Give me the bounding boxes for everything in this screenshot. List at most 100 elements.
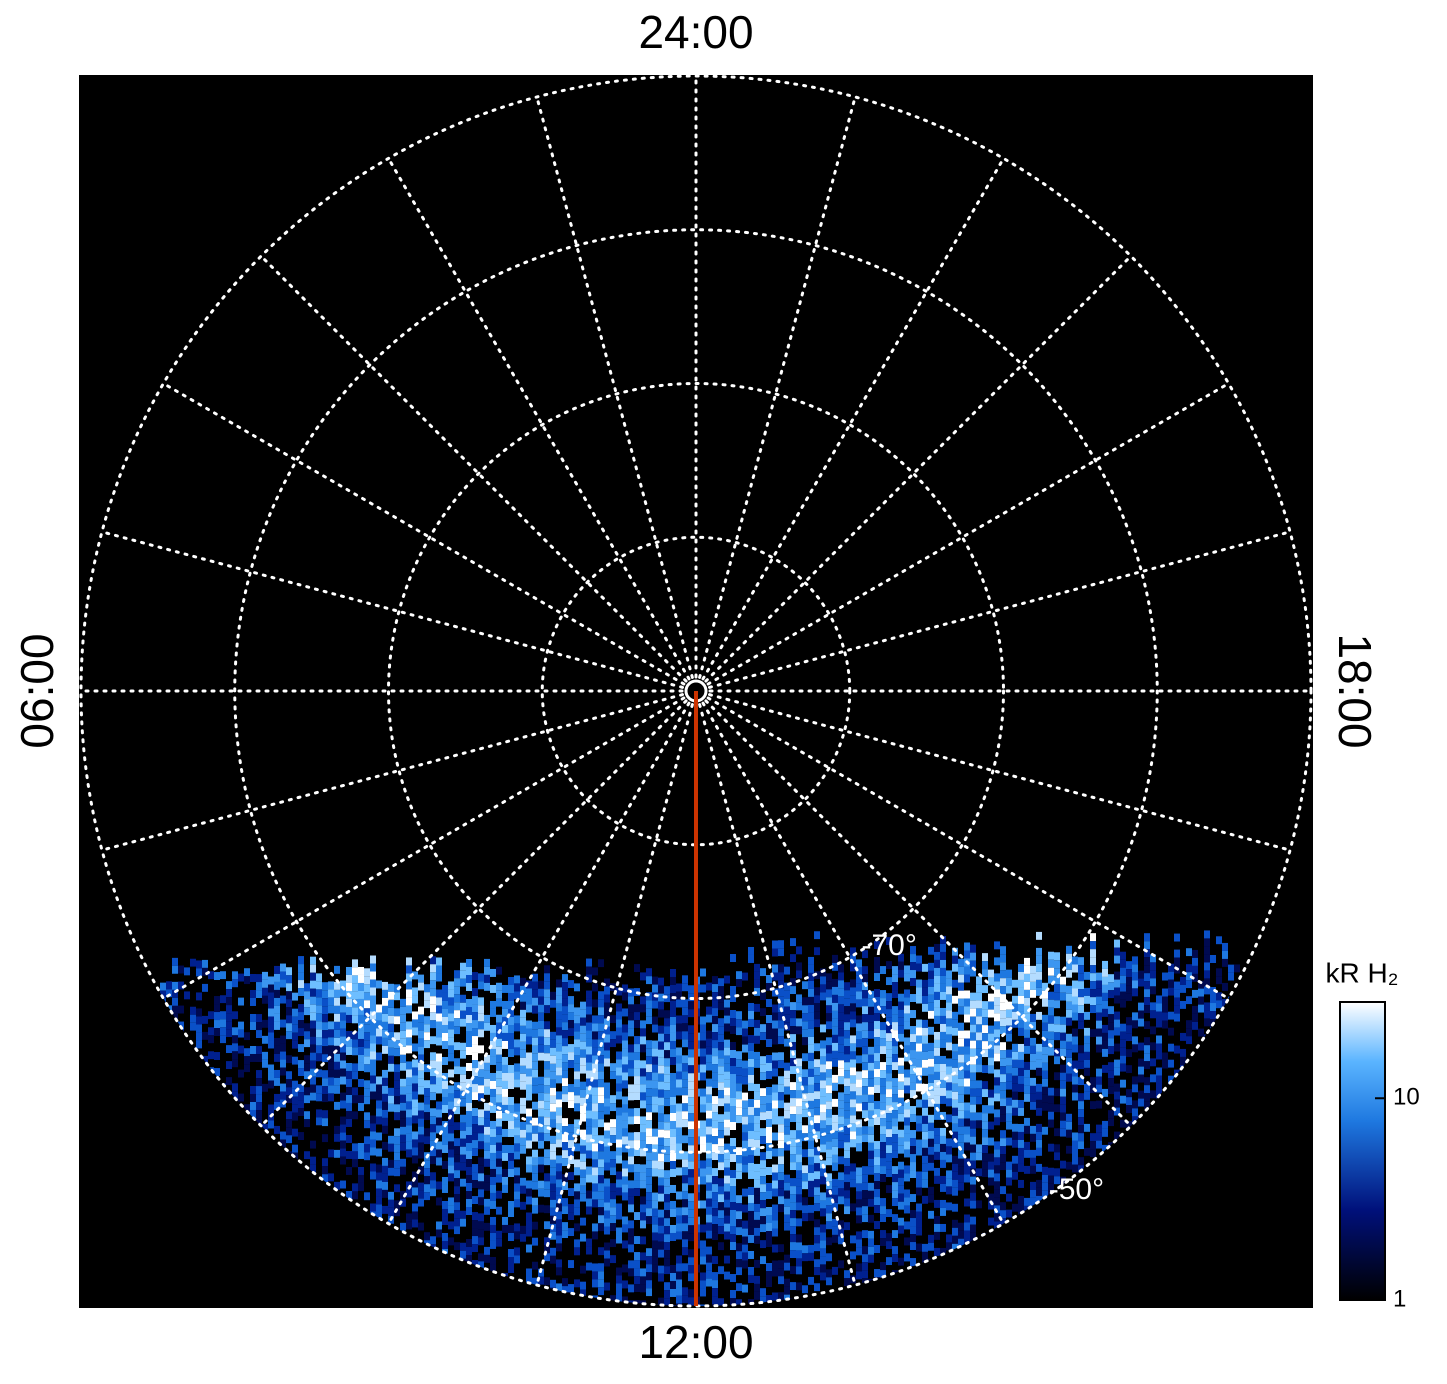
- emission-cell: [370, 1003, 376, 1012]
- emission-cell: [562, 1246, 568, 1255]
- emission-cell: [412, 1075, 418, 1084]
- emission-cell: [388, 1095, 394, 1104]
- emission-cell: [784, 1214, 790, 1223]
- emission-cell: [796, 1202, 802, 1211]
- emission-cell: [562, 1254, 568, 1263]
- emission-cell: [400, 990, 406, 999]
- emission-cell: [760, 1000, 766, 1009]
- emission-cell: [724, 1199, 730, 1208]
- emission-cell: [670, 1136, 676, 1145]
- emission-cell: [832, 1034, 838, 1043]
- emission-cell: [244, 1104, 250, 1113]
- emission-cell: [316, 1165, 322, 1174]
- emission-cell: [820, 1176, 826, 1185]
- emission-cell: [340, 1140, 346, 1149]
- emission-cell: [514, 1095, 520, 1104]
- emission-cell: [634, 1284, 640, 1293]
- emission-cell: [628, 1308, 634, 1316]
- emission-cell: [832, 1114, 838, 1123]
- emission-cell: [280, 1075, 286, 1084]
- emission-cell: [652, 1224, 658, 1233]
- emission-cell: [754, 995, 760, 1004]
- emission-cell: [346, 1046, 352, 1055]
- emission-cell: [598, 959, 604, 968]
- emission-cell: [622, 1208, 628, 1217]
- emission-cell: [232, 1019, 238, 1028]
- emission-cell: [430, 1212, 436, 1221]
- emission-cell: [370, 1195, 376, 1204]
- emission-cell: [796, 1274, 802, 1283]
- emission-cell: [406, 1093, 412, 1102]
- emission-cell: [790, 1202, 796, 1211]
- emission-cell: [352, 1127, 358, 1136]
- emission-cell: [826, 1269, 832, 1278]
- emission-cell: [430, 980, 436, 989]
- emission-cell: [580, 1001, 586, 1010]
- emission-cell: [748, 1218, 754, 1227]
- emission-cell: [718, 1258, 724, 1267]
- emission-cell: [466, 1103, 472, 1112]
- emission-cell: [328, 1093, 334, 1102]
- emission-cell: [688, 1113, 694, 1122]
- emission-cell: [496, 1190, 502, 1199]
- emission-cell: [742, 1284, 748, 1293]
- emission-cell: [592, 1111, 598, 1120]
- emission-cell: [562, 1262, 568, 1271]
- emission-cell: [796, 1130, 802, 1139]
- emission-cell: [310, 1004, 316, 1013]
- emission-cell: [682, 1247, 688, 1256]
- emission-cell: [640, 1028, 646, 1037]
- emission-cell: [484, 1070, 490, 1079]
- emission-cell: [304, 1055, 310, 1064]
- emission-cell: [406, 997, 412, 1006]
- emission-cell: [682, 1111, 688, 1120]
- emission-cell: [214, 1052, 220, 1061]
- emission-cell: [580, 1249, 586, 1258]
- emission-cell: [712, 1128, 718, 1137]
- emission-cell: [352, 1159, 358, 1168]
- emission-cell: [616, 1019, 622, 1028]
- emission-cell: [424, 1072, 430, 1081]
- emission-cell: [514, 975, 520, 984]
- emission-cell: [664, 1122, 670, 1131]
- emission-cell: [676, 1215, 682, 1224]
- emission-cell: [580, 1289, 586, 1298]
- emission-cell: [268, 1024, 274, 1033]
- emission-cell: [718, 1082, 724, 1091]
- emission-cell: [778, 1020, 784, 1029]
- emission-cell: [448, 1005, 454, 1014]
- emission-cell: [616, 1043, 622, 1052]
- emission-cell: [814, 1107, 820, 1116]
- emission-cell: [760, 1280, 766, 1289]
- emission-cell: [784, 1134, 790, 1143]
- emission-cell: [250, 1029, 256, 1038]
- emission-cell: [292, 1120, 298, 1129]
- emission-cell: [394, 1120, 400, 1129]
- emission-cell: [580, 1257, 586, 1266]
- emission-cell: [352, 959, 358, 968]
- emission-cell: [826, 1045, 832, 1054]
- emission-cell: [784, 1158, 790, 1167]
- emission-cell: [454, 978, 460, 987]
- emission-cell: [490, 1064, 496, 1073]
- emission-cell: [736, 995, 742, 1004]
- emission-cell: [502, 1232, 508, 1241]
- emission-cell: [730, 1090, 736, 1099]
- emission-cell: [766, 1054, 772, 1063]
- emission-cell: [826, 1021, 832, 1030]
- emission-cell: [610, 1247, 616, 1256]
- emission-cell: [346, 1086, 352, 1095]
- emission-cell: [682, 1087, 688, 1096]
- emission-cell: [376, 1076, 382, 1085]
- emission-cell: [532, 1085, 538, 1094]
- emission-cell: [688, 1265, 694, 1274]
- emission-cell: [400, 1150, 406, 1159]
- emission-cell: [604, 1042, 610, 1051]
- emission-cell: [634, 1100, 640, 1109]
- emission-cell: [730, 1106, 736, 1115]
- emission-cell: [244, 1056, 250, 1065]
- emission-cell: [544, 1037, 550, 1046]
- emission-cell: [826, 1173, 832, 1182]
- emission-cell: [808, 1060, 814, 1069]
- emission-cell: [454, 1122, 460, 1131]
